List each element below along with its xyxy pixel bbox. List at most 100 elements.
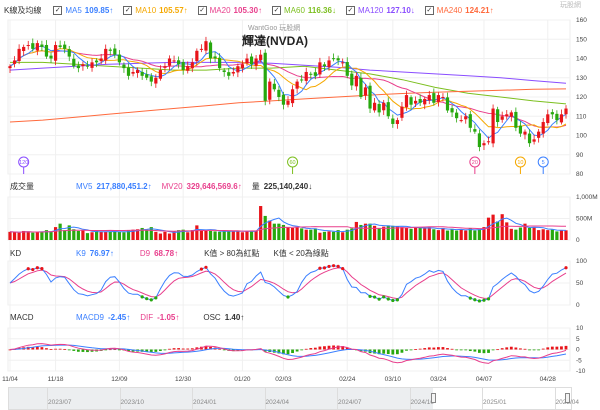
candle [268,81,272,100]
candle [195,50,199,62]
candle [158,70,162,79]
candle [53,45,58,61]
kd-green-dot [368,294,372,298]
osc-bar [291,349,294,354]
candle [163,66,167,68]
osc-bar [81,349,85,352]
ma-marker-label: 5 [542,160,545,166]
checkbox-icon[interactable]: ✓ [123,6,133,15]
candle [149,76,153,82]
volume-bar [423,228,427,240]
candle [368,85,372,109]
volume-bar [172,231,176,240]
price-legend: K線及均線 ✓ MA5 109.85↑ ✓ MA10 105.57↑ ✓ MA20 105.30… [4,5,494,16]
legend-item-ma5[interactable]: ✓ MA5 109.85↑ [45,6,113,15]
osc-bar [54,348,57,350]
osc-bar [127,349,130,352]
legend-item-ma120[interactable]: ✓ MA120 127.10↓ [338,6,415,15]
ma-marker-circle [469,156,481,168]
candle [423,98,427,105]
legend-label: MA20 [209,6,231,15]
osc-bar [546,347,550,350]
candle [145,74,149,78]
candle [277,89,281,97]
checkbox-icon[interactable]: ✓ [345,6,355,15]
volume-bar [418,227,422,240]
osc-bar [446,348,449,350]
volume-bar [154,231,158,240]
osc-bar [40,347,44,350]
osc-bar [209,346,212,350]
kd-red-dot [331,264,336,268]
checkbox-icon[interactable]: ✓ [197,6,207,15]
macd-tick: 0 [576,347,580,354]
osc-bar [482,349,486,354]
volume-bar [486,217,491,240]
ma5-line [9,45,567,139]
kd-green-dot [477,299,482,303]
checkbox-icon[interactable]: ✓ [272,6,282,15]
navigator-handle-left[interactable] [431,393,436,403]
volume-bar [304,229,308,240]
volume-bar [259,206,263,240]
legend-label: MA120 [357,6,384,15]
candle [199,48,204,50]
legend-item-ma20[interactable]: ✓ MA20 105.30↑ [190,6,262,15]
candle [436,95,440,102]
kd-tick: 50 [576,280,584,287]
osc-bar [8,349,12,351]
volume-bar [104,231,108,240]
candle [63,44,67,49]
osc-bar [108,349,112,351]
volume-bar [550,229,554,240]
price-tick: 90 [576,152,584,159]
candle [104,48,108,61]
osc-bar [327,345,331,350]
checkbox-icon[interactable]: ✓ [424,6,434,15]
volume-bar [514,229,518,240]
candle [496,109,500,123]
osc-label: OSC [203,313,221,322]
kd-green-dot [145,297,149,301]
dif-value: -1.05↑ [157,313,180,322]
osc-bar [405,349,408,351]
navigator-label: 2023/07 [48,399,72,406]
kd-red-dot [26,267,30,271]
macd-tick: 10 [576,325,584,332]
volume-bar [382,226,386,240]
legend-item-ma240[interactable]: ✓ MA240 124.21↑ [417,6,494,15]
osc-bar [295,349,299,352]
volume-bar [113,231,117,240]
candle [272,83,276,90]
volume-bar [204,230,208,240]
kd-green-dot [482,298,486,302]
navigator-handle-right[interactable] [565,393,570,403]
osc-bar [550,346,554,350]
checkbox-icon[interactable]: ✓ [53,6,63,15]
volume-bar [40,231,44,240]
candle [140,71,144,76]
volume-bar [318,232,322,240]
legend-value: 124.21↑ [465,6,494,15]
navigator[interactable]: 2023/07 2023/10 2024/01 2024/04 2024/07 2024/… [8,387,579,410]
legend-item-ma10[interactable]: ✓ MA10 105.57↑ [115,6,188,15]
ma-marker-label: 120 [19,160,28,166]
kd-red-dot [199,267,204,271]
date-label: 12/09 [111,376,128,383]
navigator-label: 2024/07 [338,399,362,406]
ma20-line [9,50,567,128]
volume-bar [136,229,140,240]
kd-red-dot [31,267,35,272]
candle [67,49,71,57]
candle [514,111,518,128]
osc-bar [395,349,399,355]
candle [286,100,290,105]
osc-bar [491,349,495,351]
candle [432,93,436,103]
legend-item-ma60[interactable]: ✓ MA60 116.36↓ [264,6,336,15]
price-tick: 100 [576,133,587,140]
kd-green-dot [140,295,144,299]
candle [331,58,336,60]
volume-bar [140,227,144,240]
volume-bar [354,221,358,240]
